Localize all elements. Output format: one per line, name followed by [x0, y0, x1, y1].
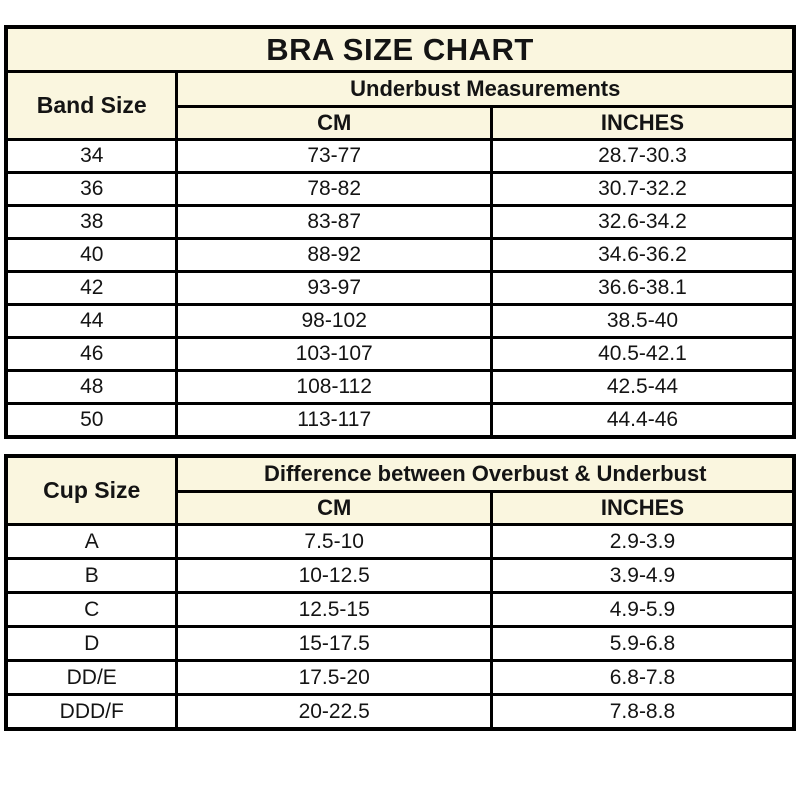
band-cell: 42: [4, 270, 179, 306]
cm-cell: 88-92: [175, 237, 493, 273]
band-cell: 36: [4, 171, 179, 207]
band-cell: 38: [4, 204, 179, 240]
cup-size-header: Cup Size: [4, 454, 179, 526]
table-row: 46 103-107 40.5-42.1: [4, 336, 796, 372]
cm-cell: 113-117: [175, 402, 493, 439]
cup-cell: C: [4, 591, 179, 628]
cup-cell: DDD/F: [4, 693, 179, 731]
cm-cell: 93-97: [175, 270, 493, 306]
chart-title-row: BRA SIZE CHART: [4, 25, 796, 73]
inches-column-header: INCHES: [489, 490, 796, 526]
table-row: B 10-12.5 3.9-4.9: [4, 557, 796, 594]
cup-cell: DD/E: [4, 659, 179, 696]
table-row: C 12.5-15 4.9-5.9: [4, 591, 796, 628]
inches-cell: 36.6-38.1: [489, 270, 796, 306]
table-row: 38 83-87 32.6-34.2: [4, 204, 796, 240]
cm-cell: 98-102: [175, 303, 493, 339]
cm-cell: 78-82: [175, 171, 493, 207]
table-row: 40 88-92 34.6-36.2: [4, 237, 796, 273]
cup-size-table: Cup Size Difference between Overbust & U…: [4, 454, 796, 731]
table-row: A 7.5-10 2.9-3.9: [4, 523, 796, 560]
group-header-row: Band Size Underbust Measurements: [4, 70, 796, 141]
inches-cell: 3.9-4.9: [489, 557, 796, 594]
inches-cell: 28.7-30.3: [489, 138, 796, 174]
cup-cell: D: [4, 625, 179, 662]
band-size-header: Band Size: [4, 70, 179, 141]
table-gap: [0, 439, 800, 454]
chart-title: BRA SIZE CHART: [4, 25, 796, 73]
cm-cell: 20-22.5: [175, 693, 493, 731]
cup-cell: B: [4, 557, 179, 594]
inches-cell: 5.9-6.8: [489, 625, 796, 662]
band-cell: 46: [4, 336, 179, 372]
inches-column-header: INCHES: [489, 105, 796, 141]
band-cell: 44: [4, 303, 179, 339]
cm-cell: 12.5-15: [175, 591, 493, 628]
band-cell: 50: [4, 402, 179, 439]
cm-column-header: CM: [175, 490, 493, 526]
inches-cell: 30.7-32.2: [489, 171, 796, 207]
inches-cell: 6.8-7.8: [489, 659, 796, 696]
inches-cell: 38.5-40: [489, 303, 796, 339]
band-size-table: BRA SIZE CHART Band Size Underbust Measu…: [4, 25, 796, 439]
cm-cell: 73-77: [175, 138, 493, 174]
table-row: 34 73-77 28.7-30.3: [4, 138, 796, 174]
table-row: 44 98-102 38.5-40: [4, 303, 796, 339]
cm-cell: 103-107: [175, 336, 493, 372]
cm-cell: 10-12.5: [175, 557, 493, 594]
inches-cell: 2.9-3.9: [489, 523, 796, 560]
underbust-measurements-header: Underbust Measurements: [175, 70, 796, 108]
cm-cell: 108-112: [175, 369, 493, 405]
inches-cell: 32.6-34.2: [489, 204, 796, 240]
table-row: 36 78-82 30.7-32.2: [4, 171, 796, 207]
table-row: 50 113-117 44.4-46: [4, 402, 796, 439]
table-row: DD/E 17.5-20 6.8-7.8: [4, 659, 796, 696]
inches-cell: 7.8-8.8: [489, 693, 796, 731]
cm-cell: 15-17.5: [175, 625, 493, 662]
inches-cell: 4.9-5.9: [489, 591, 796, 628]
table-row: 42 93-97 36.6-38.1: [4, 270, 796, 306]
inches-cell: 44.4-46: [489, 402, 796, 439]
inches-cell: 42.5-44: [489, 369, 796, 405]
inches-cell: 40.5-42.1: [489, 336, 796, 372]
band-cell: 40: [4, 237, 179, 273]
column-header-row: CM INCHES: [6, 490, 796, 526]
band-size-rows: 34 73-77 28.7-30.3 36 78-82 30.7-32.2 38 83-87 3…: [4, 138, 796, 439]
cup-cell: A: [4, 523, 179, 560]
cm-cell: 83-87: [175, 204, 493, 240]
band-cell: 34: [4, 138, 179, 174]
cm-column-header: CM: [175, 105, 493, 141]
difference-header: Difference between Overbust & Underbust: [175, 454, 796, 493]
cup-size-rows: A 7.5-10 2.9-3.9 B 10-12.5 3.9-4.9 C 12.5-15 4.9…: [4, 523, 796, 731]
group-header-row: Cup Size Difference between Overbust & U…: [4, 454, 796, 526]
cm-cell: 7.5-10: [175, 523, 493, 560]
band-cell: 48: [4, 369, 179, 405]
column-header-row: CM INCHES: [6, 105, 796, 141]
table-row: D 15-17.5 5.9-6.8: [4, 625, 796, 662]
table-row: DDD/F 20-22.5 7.8-8.8: [4, 693, 796, 731]
cm-cell: 17.5-20: [175, 659, 493, 696]
table-row: 48 108-112 42.5-44: [4, 369, 796, 405]
inches-cell: 34.6-36.2: [489, 237, 796, 273]
